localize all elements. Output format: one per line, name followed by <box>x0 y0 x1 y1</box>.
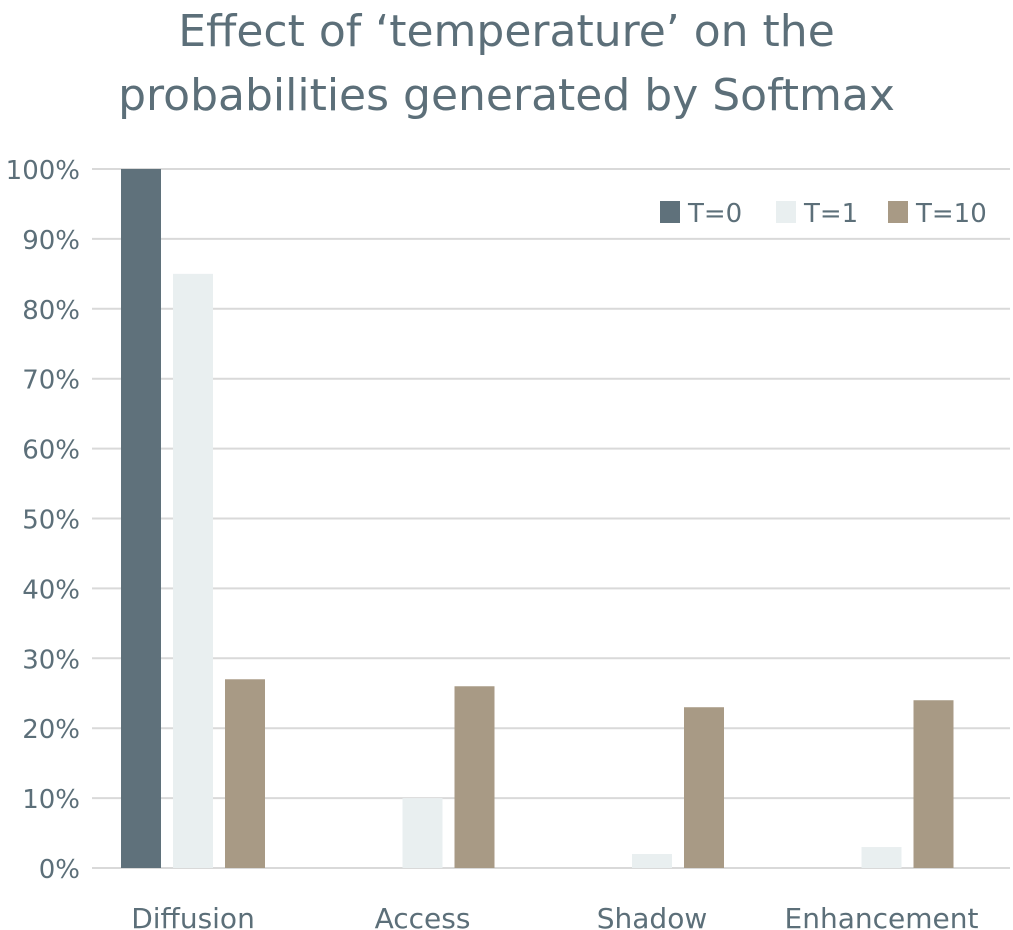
y-tick-label: 90% <box>22 226 80 256</box>
bar-t1-access <box>402 798 443 868</box>
legend-label: T=1 <box>803 199 858 229</box>
y-tick-label: 0% <box>39 855 80 885</box>
legend-label: T=10 <box>915 199 987 229</box>
chart-title: Effect of ‘temperature’ on the probabili… <box>0 0 1013 128</box>
x-category-label: Enhancement <box>785 902 979 930</box>
bar-t10-diffusion <box>225 679 265 868</box>
y-axis: 0% 10% 20% 30% 40% 50% 60% 70% 80% 90% 100% <box>6 156 80 885</box>
x-category-label: Access <box>375 902 471 930</box>
bar-t1-shadow <box>632 854 672 868</box>
y-tick-label: 60% <box>22 436 80 466</box>
legend-swatch <box>776 201 796 223</box>
bars <box>121 169 954 869</box>
bar-t1-diffusion <box>173 273 213 869</box>
y-tick-label: 100% <box>6 156 80 186</box>
y-tick-label: 70% <box>22 366 80 396</box>
y-tick-label: 80% <box>22 296 80 326</box>
y-tick-label: 20% <box>22 715 80 745</box>
x-category-label: Diffusion <box>131 902 255 930</box>
y-tick-label: 30% <box>22 645 80 675</box>
bar-t10-enhancement <box>913 700 954 868</box>
gridlines <box>92 168 1010 869</box>
legend: T=0 T=1 T=10 <box>660 199 987 229</box>
legend-label: T=0 <box>687 199 742 229</box>
chart-title-line-2: probabilities generated by Softmax <box>118 70 895 121</box>
bar-t1-enhancement <box>861 847 902 868</box>
chart-title-line-1: Effect of ‘temperature’ on the <box>178 6 835 57</box>
y-tick-label: 50% <box>22 506 80 536</box>
bar-t10-access <box>454 686 495 868</box>
y-tick-label: 40% <box>22 575 80 605</box>
legend-swatch <box>660 201 680 223</box>
x-axis: Diffusion Access Shadow Enhancement <box>131 902 978 930</box>
legend-swatch <box>888 201 908 223</box>
y-tick-label: 10% <box>22 785 80 815</box>
bar-t0-diffusion <box>121 169 161 868</box>
x-category-label: Shadow <box>597 902 707 930</box>
bar-t10-shadow <box>684 707 724 868</box>
